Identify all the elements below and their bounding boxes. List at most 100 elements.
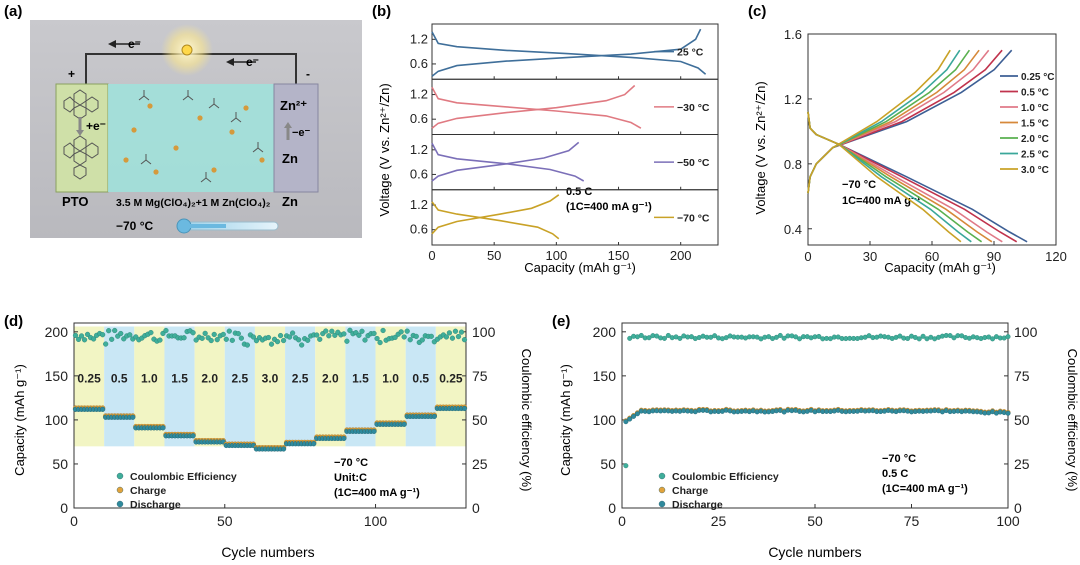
plus-terminal: + xyxy=(68,67,75,81)
c-y-axis-label: Voltage (V vs. Zn²⁺/Zn) xyxy=(753,81,768,214)
arrowhead-icon xyxy=(226,58,234,66)
d-ce-point xyxy=(356,332,362,338)
anion-icon xyxy=(138,90,150,101)
d-ce-point xyxy=(305,337,311,343)
d-ce-point xyxy=(202,330,208,336)
reduction-label: +e⁻ xyxy=(86,119,106,133)
b-legend-label: −50 °C xyxy=(677,157,710,169)
d-rate-label: 0.25 xyxy=(77,372,101,386)
c-x-axis-label: Capacity (mAh g⁻¹) xyxy=(884,260,996,275)
d-ce-point xyxy=(211,331,217,338)
e-ce-point xyxy=(1005,334,1011,340)
e-legend-marker xyxy=(658,500,666,508)
e-x-tick-label: 0 xyxy=(618,513,626,529)
d-ce-point xyxy=(296,337,302,343)
e-right-tick-label: 100 xyxy=(1014,324,1038,340)
c-temp-annotation: −70 °C xyxy=(842,179,876,191)
d-ce-point xyxy=(220,331,226,338)
d-rate-band xyxy=(224,326,255,447)
d-rate-label: 2.0 xyxy=(322,372,339,386)
d-ce-point xyxy=(341,331,347,337)
d-x-tick-label: 50 xyxy=(217,513,233,529)
d-x-tick-label: 0 xyxy=(70,513,78,529)
d-left-tick-label: 50 xyxy=(52,456,68,472)
b-y-tick-label: 0.6 xyxy=(410,222,428,237)
d-rate-label: 2.5 xyxy=(232,372,249,386)
e-ce-point xyxy=(897,333,903,339)
zn-ion-label: Zn²⁺ xyxy=(280,98,307,113)
d-ce-point xyxy=(314,332,320,338)
d-ce-point xyxy=(299,342,305,348)
d-rate-band xyxy=(405,326,436,447)
b-y-axis-label: Voltage (V vs. Zn²⁺/Zn) xyxy=(377,83,392,216)
d-legend-label: Charge xyxy=(130,485,166,497)
e-legend-marker xyxy=(658,486,666,494)
d-x-axis-label: Cycle numbers xyxy=(221,544,314,560)
d-ce-point xyxy=(103,341,109,347)
e-discharge-point xyxy=(631,413,637,419)
d-discharge-point xyxy=(401,421,407,427)
d-left-tick-label: 150 xyxy=(45,368,69,384)
anion-bond xyxy=(230,117,237,123)
d-ce-point xyxy=(371,330,377,337)
b-subplot-frame xyxy=(431,189,719,246)
d-ce-point xyxy=(458,329,465,335)
d-rate-band xyxy=(315,326,346,447)
e-ce-point xyxy=(781,335,787,341)
panel-b-chart: (b) Voltage (V vs. Zn²⁺/Zn) Capacity (mA… xyxy=(372,3,719,275)
anion-bond xyxy=(205,177,212,183)
b-x-axis-label: Capacity (mAh g⁻¹) xyxy=(524,260,636,275)
c-y-tick-label: 1.2 xyxy=(784,92,802,107)
b-y-tick-label: 0.6 xyxy=(410,56,428,71)
e-ce-point xyxy=(951,335,957,341)
c-legend-label: 2.5 °C xyxy=(1021,150,1049,161)
b-subplot-frame xyxy=(431,134,719,191)
d-ce-point xyxy=(265,334,272,341)
e-legend-label: Coulombic Efficiency xyxy=(672,471,779,483)
anion-bond xyxy=(140,159,147,165)
e-x-axis-label: Cycle numbers xyxy=(768,544,861,560)
b-y-tick-label: 1.2 xyxy=(410,197,428,212)
b-y-tick-label: 1.2 xyxy=(410,31,428,46)
d-discharge-point xyxy=(100,406,106,412)
c-discharge-curve xyxy=(807,111,1018,243)
d-left-tick-label: 200 xyxy=(45,324,69,340)
anion-bond xyxy=(187,95,194,101)
d-ce-point xyxy=(181,335,187,341)
zn-anode xyxy=(273,83,319,193)
d-legend-label: Discharge xyxy=(130,499,181,511)
d-ce-point xyxy=(106,328,112,334)
d-rate-band xyxy=(194,326,225,447)
d-discharge-point xyxy=(431,413,437,419)
e-right-tick-label: 25 xyxy=(1014,456,1030,472)
b-legend-label: 25 °C xyxy=(677,47,704,59)
e-right-axis-label: Coulombic efficiency (%) xyxy=(1065,349,1080,492)
anion-bond xyxy=(208,103,215,109)
anion-icon xyxy=(230,112,242,123)
anion-bond xyxy=(145,159,152,165)
d-rate-label: 1.0 xyxy=(141,372,158,386)
d-ce-point xyxy=(332,332,338,338)
d-ce-point xyxy=(214,337,220,343)
c-y-tick-label: 0.4 xyxy=(784,222,802,237)
d-ce-point xyxy=(287,334,293,340)
d-ce-point xyxy=(380,327,386,334)
zn-ion-particle xyxy=(147,103,153,109)
oxidation-label: −e⁻ xyxy=(292,127,311,139)
e-temp-annotation: −70 °C xyxy=(882,453,916,465)
d-ce-point xyxy=(235,331,241,337)
d-ce-point xyxy=(100,332,106,338)
d-rate-band xyxy=(104,326,135,447)
b-subplot-frame xyxy=(431,78,719,135)
b-y-tick-label: 1.2 xyxy=(410,87,428,102)
e-x-tick-label: 75 xyxy=(904,513,920,529)
b-x-tick-label: 50 xyxy=(487,248,501,263)
d-ce-point xyxy=(250,334,257,340)
anion-bond xyxy=(200,177,207,183)
anion-icon xyxy=(252,142,264,153)
zn-ion-particle xyxy=(211,167,217,173)
e-ce-point xyxy=(677,335,683,341)
e-definition-annotation: (1C=400 mA g⁻¹) xyxy=(882,483,968,495)
e-legend-marker xyxy=(658,472,666,480)
electron-label-1: e⁻ xyxy=(128,37,141,51)
